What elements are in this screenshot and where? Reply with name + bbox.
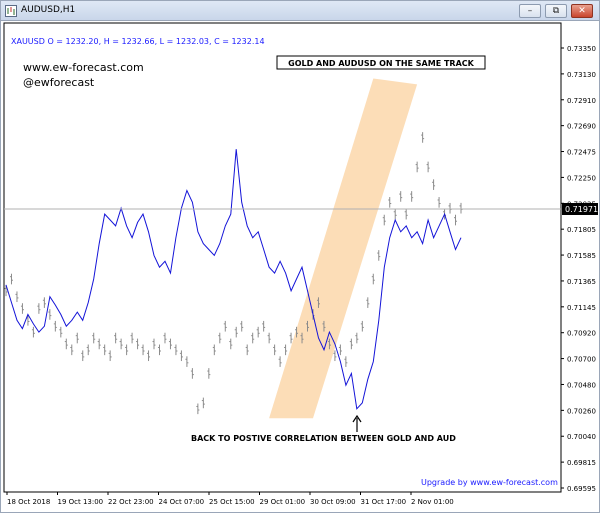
y-tick-label: 0.71585 (567, 252, 596, 260)
x-tick-label: 19 Oct 13:00 (58, 498, 104, 506)
watermark-url: www.ew-forecast.com (23, 61, 144, 74)
x-tick-label: 30 Oct 09:00 (310, 498, 356, 506)
channel-band (269, 78, 418, 419)
x-tick-label: 2 Nov 01:00 (411, 498, 454, 506)
arrow-up-icon (352, 414, 362, 423)
y-tick-label: 0.69595 (567, 485, 596, 493)
restore-button[interactable]: ⧉ (545, 4, 567, 18)
x-tick-label: 24 Oct 07:00 (159, 498, 205, 506)
y-tick-label: 0.73130 (567, 71, 596, 79)
plot-frame (3, 22, 562, 493)
y-tick-label: 0.73350 (567, 45, 596, 53)
y-tick-label: 0.72250 (567, 174, 596, 182)
chart-area[interactable]: 0.73350 0.73130 0.72910 0.72690 0.72475 0.722… (1, 22, 599, 513)
y-tick-label: 0.71145 (567, 304, 596, 312)
current-price-label-bg (562, 203, 598, 215)
close-button[interactable]: ✕ (571, 4, 593, 18)
audusd-series (5, 149, 462, 410)
y-tick-label: 0.70260 (567, 407, 596, 415)
x-tick-label: 29 Oct 01:00 (260, 498, 306, 506)
price-chart[interactable]: 0.73350 0.73130 0.72910 0.72690 0.72475 0.722… (1, 22, 599, 513)
gold-series (4, 132, 463, 415)
y-tick-label: 0.70040 (567, 433, 596, 441)
y-tick-label: 0.70480 (567, 381, 596, 389)
y-tick-label: 0.72690 (567, 123, 596, 131)
y-tick-label: 0.71805 (567, 226, 596, 234)
y-tick-label: 0.70700 (567, 356, 596, 364)
trend-channel (269, 78, 418, 419)
x-tick-label: 25 Oct 15:00 (209, 498, 255, 506)
window-titlebar[interactable]: AUDUSD,H1 – ⧉ ✕ (1, 1, 599, 21)
y-tick-label: 0.71365 (567, 278, 596, 286)
x-tick-label: 22 Oct 23:00 (108, 498, 154, 506)
y-tick-label: 0.70920 (567, 330, 596, 338)
headline-box (276, 55, 486, 70)
headline: GOLD AND AUDUSD ON THE SAME TRACK (288, 59, 474, 68)
time-axis: 18 Oct 2018 19 Oct 13:00 22 Oct 23:00 24 Oc… (6, 492, 454, 506)
minimize-icon: – (527, 5, 533, 16)
watermark-handle: @ewforecast (23, 76, 95, 89)
annotation-text: BACK TO POSTIVE CORRELATION BETWEEN GOLD… (191, 434, 456, 443)
overlay-quote: XAUUSD O = 1232.20, H = 1232.66, L = 123… (11, 37, 265, 46)
y-tick-label: 0.72910 (567, 97, 596, 105)
restore-icon: ⧉ (552, 5, 560, 16)
x-tick-label: 18 Oct 2018 (7, 498, 50, 506)
y-tick-label: 0.72475 (567, 149, 596, 157)
close-icon: ✕ (578, 5, 586, 16)
x-tick-label: 31 Oct 17:00 (361, 498, 407, 506)
upgrade-link[interactable]: Upgrade by www.ew-forecast.com (421, 478, 558, 487)
current-price-label: 0.71971 (565, 205, 598, 214)
window-title: AUDUSD,H1 (21, 5, 76, 15)
y-tick-label: 0.69815 (567, 459, 596, 467)
minimize-button[interactable]: – (519, 4, 541, 18)
audusd-line (5, 149, 462, 410)
price-axis: 0.73350 0.73130 0.72910 0.72690 0.72475 0.722… (561, 45, 596, 493)
chart-app-icon (5, 5, 17, 17)
